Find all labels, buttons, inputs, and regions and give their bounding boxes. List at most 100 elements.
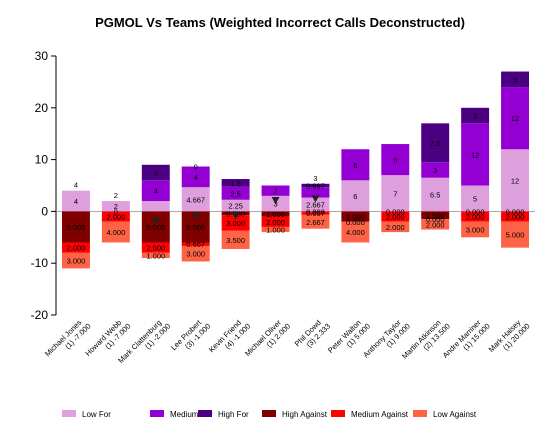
- segment-value-label: 3: [154, 169, 158, 178]
- segment-value-label: 12: [511, 114, 519, 123]
- legend-swatch: [62, 410, 76, 417]
- segment-value-label: 2: [273, 187, 277, 196]
- segment-value-label: 0.000: [386, 207, 405, 216]
- segment-value-label: 2.000: [466, 213, 485, 222]
- segment-value-label: 2.000: [266, 218, 285, 227]
- segment-value-label: 6: [353, 192, 357, 201]
- bar-segment-low-for: [301, 197, 330, 212]
- segment-value-label: 0.667: [306, 181, 325, 190]
- bar-segment-low-against: [381, 221, 410, 233]
- segment-value-label: 1.000: [266, 226, 285, 235]
- legend-swatch: [331, 410, 345, 417]
- x-tick-label: Mark Halsey(1) 20.000: [487, 318, 532, 354]
- bar-segment-low-for: [501, 149, 530, 212]
- segment-value-label: 0.000: [426, 215, 445, 224]
- segment-value-label: 2.667: [306, 200, 325, 209]
- x-tick-label: Lee Probert(3) -1.000: [169, 317, 212, 352]
- legend-label: Low For: [82, 410, 111, 419]
- y-tick-label: 10: [35, 153, 49, 167]
- bar-segment-low-against: [61, 252, 90, 269]
- legend-label: Low Against: [433, 410, 477, 419]
- bar-segment-medium-for: [501, 87, 530, 150]
- bar-segment-medium-against: [221, 215, 250, 231]
- bar-segment-medium-for: [341, 149, 370, 181]
- bar-segment-high-against: [261, 211, 290, 217]
- bar-segment-high-against: [421, 211, 450, 220]
- bar-segment-medium-against: [501, 211, 530, 222]
- bar-segment-high-for: [301, 183, 330, 188]
- segment-value-label: 1.000: [146, 251, 165, 260]
- bar-segment-high-for: [461, 107, 490, 124]
- segment-value-label: 6.000: [67, 223, 86, 232]
- bar-segment-low-for: [221, 199, 250, 212]
- segment-value-label: 0.667: [306, 209, 325, 218]
- x-tick-label: Andre Marriner(1) 15.000: [441, 318, 492, 360]
- y-tick-label: -20: [31, 308, 49, 322]
- net-marker-label: 2: [114, 191, 118, 200]
- bar-segment-medium-for: [141, 180, 170, 202]
- segment-value-label: 3: [513, 75, 517, 84]
- segment-value-label: 3.500: [226, 236, 245, 245]
- segment-value-label: 3.000: [466, 226, 485, 235]
- bar-segment-medium-against: [381, 211, 410, 222]
- segment-value-label: 5: [473, 194, 477, 203]
- segment-value-label: 7: [393, 189, 397, 198]
- segment-value-label: 4: [194, 173, 198, 182]
- bar-segment-low-against: [101, 221, 130, 243]
- bar-segment-high-for: [501, 71, 530, 88]
- net-markers: 4 2 3: [74, 174, 320, 225]
- legend-swatch: [150, 410, 164, 417]
- segment-value-label: 1.500: [426, 211, 445, 220]
- bar-segment-medium-against: [261, 216, 290, 227]
- bar-segment-low-for: [61, 190, 90, 212]
- segment-value-label: 2.000: [426, 220, 445, 229]
- bar-segment-low-against: [261, 226, 290, 233]
- bar-segment-medium-for: [221, 186, 250, 200]
- bar-segment-low-against: [181, 245, 210, 262]
- segment-value-label: 3: [473, 112, 477, 121]
- segment-value-label: 3: [273, 200, 277, 209]
- segment-value-label: 0: [194, 163, 198, 172]
- segment-value-label: 3: [433, 166, 437, 175]
- bar-segment-medium-for: [461, 123, 490, 186]
- bar-segment-low-against: [341, 221, 370, 243]
- segment-value-label: 12: [471, 150, 479, 159]
- x-tick-label: Michael Jones(1) -7.000: [43, 318, 92, 358]
- bar-segment-low-for: [341, 180, 370, 212]
- segment-value-label: 2.000: [386, 223, 405, 232]
- bar-segment-high-against: [61, 211, 90, 243]
- segment-value-label: 7.5: [430, 139, 440, 148]
- legend-swatch: [262, 410, 276, 417]
- segment-value-label: 2: [114, 202, 118, 211]
- legend-label: Medium For: [170, 410, 213, 419]
- segment-value-label: 2.000: [386, 213, 405, 222]
- bar-segment-low-against: [461, 221, 490, 238]
- segment-value-label: 2.000: [106, 213, 125, 222]
- net-marker: [191, 212, 200, 220]
- segment-value-label: 4.000: [346, 228, 365, 237]
- segment-value-label: 6: [393, 156, 397, 165]
- bar-segment-medium-against: [461, 211, 490, 222]
- bar-segment-medium-for: [421, 162, 450, 178]
- bar-segment-high-for: [421, 123, 450, 163]
- segment-value-label: 0.000: [346, 218, 365, 227]
- segment-value-label: 0: [114, 207, 118, 216]
- x-tick-label: Martin Atkinson(2) 13.500: [400, 318, 452, 361]
- segment-value-label: 4.667: [186, 195, 205, 204]
- bar-segment-low-for: [381, 175, 410, 212]
- net-marker-label: 3: [313, 174, 317, 183]
- bar-segment-medium-for: [301, 187, 330, 198]
- bar-segment-low-against: [301, 214, 330, 229]
- bar-segment-low-for: [141, 201, 170, 212]
- bar-segment-high-for: [141, 164, 170, 181]
- net-marker: [271, 197, 280, 205]
- bar-segment-low-for: [461, 185, 490, 212]
- segment-value-label: 2.000: [67, 244, 86, 253]
- bar-segment-high-against: [141, 211, 170, 243]
- bar-segment-low-against: [501, 221, 530, 248]
- segment-value-label: 6: [353, 161, 357, 170]
- bar-segment-medium-against: [141, 242, 170, 253]
- net-marker: [231, 212, 240, 220]
- segment-value-label: 3.000: [226, 219, 245, 228]
